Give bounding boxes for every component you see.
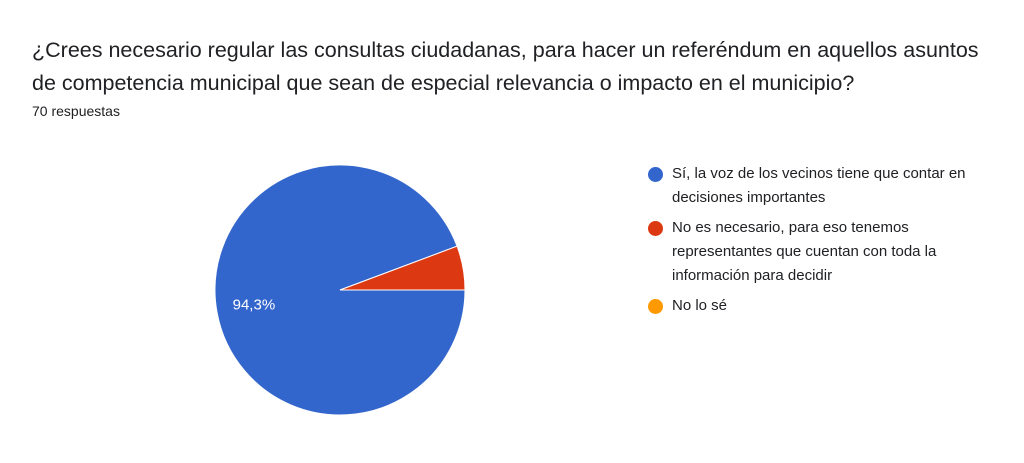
legend-item-1: No es necesario, para eso tenemos repres… [648, 216, 978, 288]
pie-chart: 94,3% [214, 164, 466, 416]
legend-label: No lo sé [672, 297, 728, 314]
legend-swatch-icon [648, 167, 663, 182]
legend-item-2: No lo sé [648, 294, 978, 318]
pie-slice-1 [339, 245, 466, 291]
legend-swatch-icon [648, 299, 663, 314]
question-title: ¿Crees necesario regular las consultas c… [32, 38, 979, 95]
legend-swatch-icon [648, 221, 663, 236]
pie-data-label-0: 94,3% [233, 297, 276, 314]
legend-label: No es necesario, para eso tenemos repres… [672, 219, 937, 284]
legend-label: Sí, la voz de los vecinos tiene que cont… [672, 165, 966, 206]
chart-legend: Sí, la voz de los vecinos tiene que cont… [648, 162, 978, 324]
legend-item-0: Sí, la voz de los vecinos tiene que cont… [648, 162, 978, 210]
response-count: 70 respuestas [32, 103, 120, 119]
